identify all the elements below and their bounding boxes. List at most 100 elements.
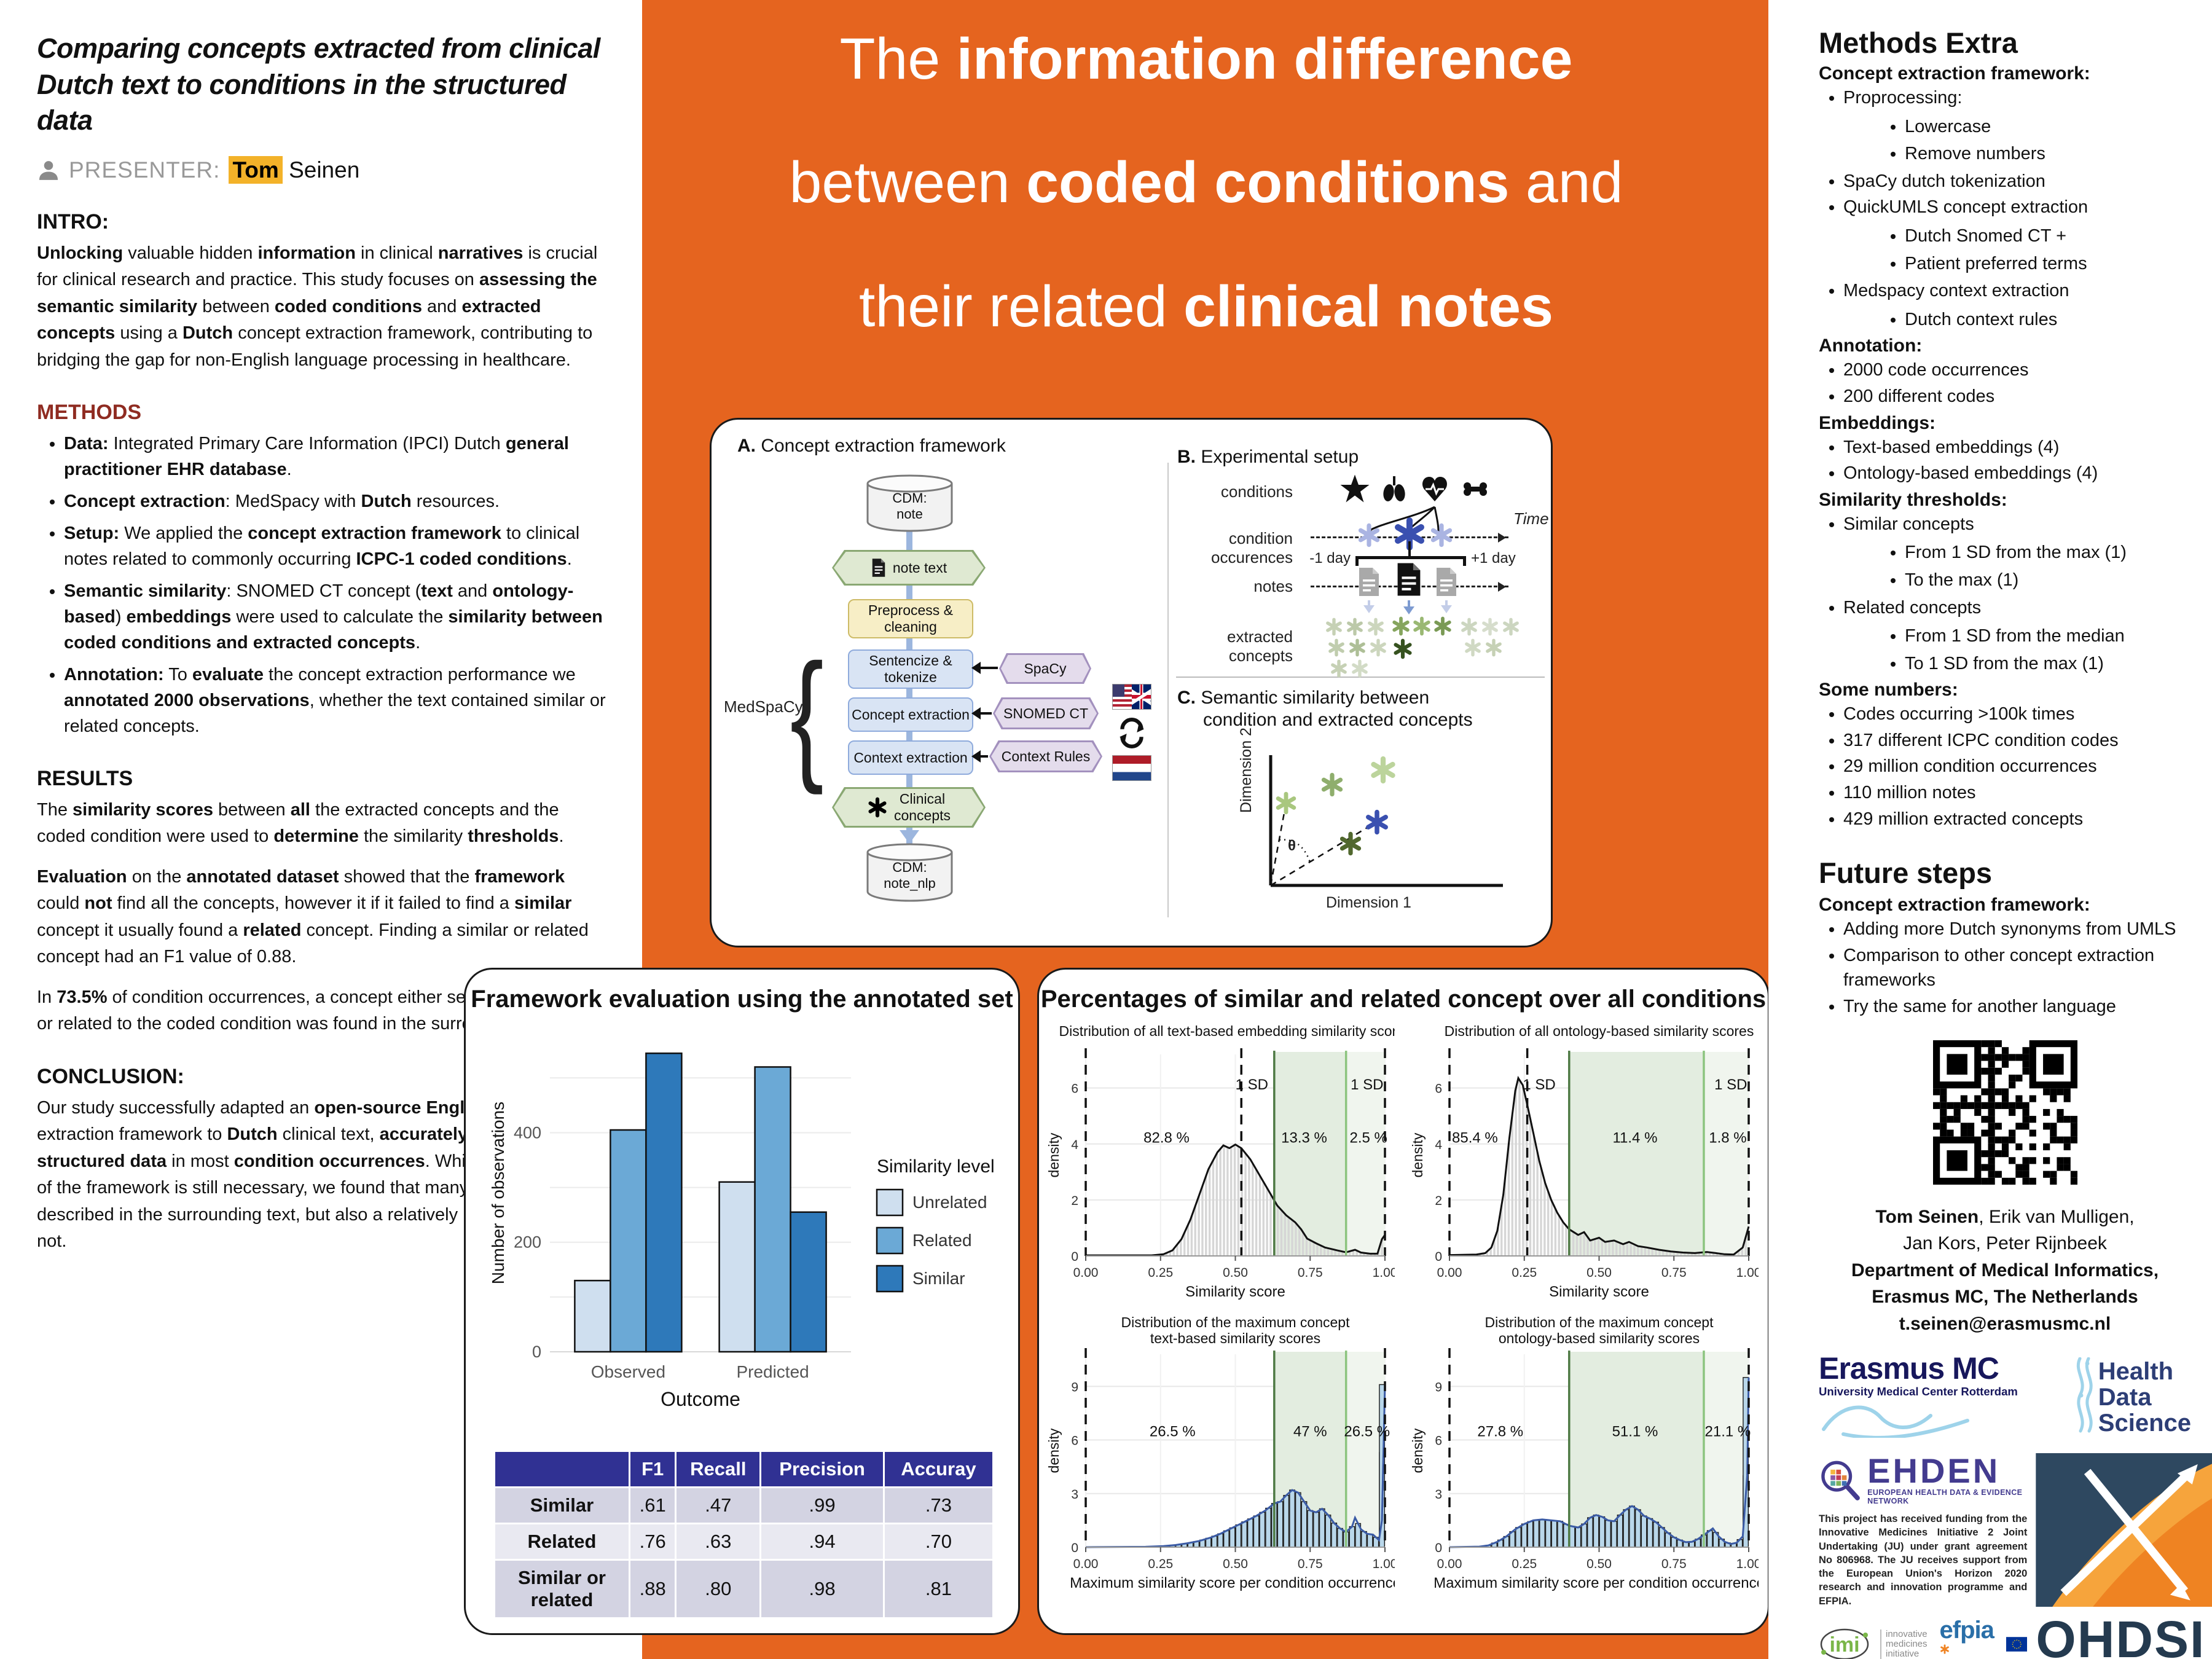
health-data-science-logo: Health Data Science (2073, 1357, 2191, 1437)
svg-text:1 SD: 1 SD (1236, 1077, 1268, 1093)
concept-asterisk (1464, 638, 1482, 657)
svg-text:Predicted: Predicted (736, 1362, 809, 1381)
figure-a-heading: A. Concept extraction framework (737, 436, 1006, 456)
erasmus-signature-icon (1822, 1405, 1969, 1440)
list-item: 200 different codes (1843, 384, 2191, 409)
svg-text:0.00: 0.00 (1437, 1266, 1462, 1280)
translate-refresh-icon (1120, 718, 1144, 748)
sub-list-item: From 1 SD from the median (1905, 624, 2191, 649)
table-row: Related .76.63.94.70 (493, 1523, 995, 1561)
sub-list-item: To the max (1) (1905, 568, 2191, 593)
ehden-logo: EHDEN EUROPEAN HEALTH DATA & EVIDENCE NE… (1819, 1453, 2027, 1506)
svg-text:11.4 %: 11.4 % (1612, 1130, 1657, 1147)
condition-lungs-icon (1379, 474, 1410, 504)
svg-text:Observed: Observed (591, 1362, 665, 1381)
svg-text:0.25: 0.25 (1512, 1557, 1537, 1571)
list-item: 2000 code occurrences (1843, 358, 2191, 383)
svg-text:0.75: 0.75 (1298, 1557, 1323, 1571)
framework-figure-panel: A. Concept extraction framework CDM: not… (710, 418, 1553, 947)
section-heading: Some numbers: (1819, 680, 1958, 700)
density-plot-text-max: Distribution of the maximum concepttext-… (1048, 1314, 1395, 1591)
sub-list-item: Lowercase (1905, 114, 2191, 139)
imi-sub: innovative medicines initiative (1880, 1630, 1928, 1659)
list-item: Data: Integrated Primary Care Informatio… (64, 431, 606, 482)
svg-text:2: 2 (1435, 1194, 1442, 1208)
table-cell: .94 (759, 1523, 885, 1561)
svg-text:Distribution of the maximum co: Distribution of the maximum concept (1485, 1314, 1714, 1330)
table-cell: .99 (759, 1486, 885, 1524)
section-list: Codes occurring >100k times317 different… (1819, 702, 2191, 831)
density-plot-ontology-max: Distribution of the maximum conceptontol… (1411, 1314, 1759, 1591)
imi-logo: imi innovative medicines initiative (1819, 1626, 1928, 1659)
time-label: Time (1513, 509, 1549, 528)
svg-text:Similarity score: Similarity score (1549, 1284, 1649, 1300)
arrow-spacy (971, 662, 998, 674)
dimension-1-label: Dimension 1 (1326, 894, 1411, 911)
svg-text:Unrelated: Unrelated (912, 1193, 987, 1212)
svg-text:0: 0 (532, 1343, 541, 1361)
svg-text:0.75: 0.75 (1661, 1266, 1687, 1280)
concept-asterisk (1502, 618, 1520, 636)
table-cell: .88 (628, 1559, 677, 1619)
svg-text:1 SD: 1 SD (1523, 1077, 1555, 1093)
table-cell: .73 (882, 1486, 995, 1524)
methods-extra-sections: Concept extraction framework:Proprocessi… (1819, 63, 2191, 831)
divider-vertical (1167, 463, 1169, 917)
svg-text:51.1 %: 51.1 % (1612, 1424, 1658, 1440)
svg-text:3: 3 (1071, 1488, 1078, 1502)
list-item: Text-based embeddings (4) (1843, 435, 2191, 460)
section-list: Adding more Dutch synonyms from UMLSComp… (1819, 917, 2191, 1019)
notes-label: notes (1253, 577, 1293, 595)
efpia-asterisk-icon (1940, 1644, 1950, 1654)
extracted-concepts-label: extracted concepts (1227, 627, 1293, 665)
funder-logos: imi innovative medicines initiative efpi… (1819, 1616, 2028, 1659)
list-item: Annotation: To evaluate the concept extr… (64, 662, 606, 739)
context-extraction-node: Context extraction (848, 740, 973, 775)
presenter-label: PRESENTER: (69, 157, 221, 182)
ohdsi-tile-icon (2036, 1453, 2212, 1607)
institution-logos: Erasmus MC University Medical Center Rot… (1819, 1353, 2191, 1441)
svg-text:0.25: 0.25 (1148, 1266, 1173, 1280)
svg-text:Number of observations: Number of observations (488, 1102, 508, 1284)
table-row-label: Similar (493, 1486, 630, 1524)
svg-text:200: 200 (514, 1233, 541, 1252)
future-steps-sections: Concept extraction framework:Adding more… (1819, 895, 2191, 1019)
svg-text:85.4 %: 85.4 % (1452, 1130, 1498, 1147)
dutch-flag-icon (1112, 755, 1151, 781)
section-heading: Concept extraction framework: (1819, 63, 2090, 84)
distributions-panel: Percentages of similar and related conce… (1037, 968, 1770, 1635)
svg-text:Maximum similarity score per c: Maximum similarity score per condition o… (1433, 1575, 1759, 1591)
preprocess-node: Preprocess & cleaning (848, 599, 973, 638)
svg-text:density: density (1411, 1132, 1426, 1177)
svg-text:0.50: 0.50 (1586, 1557, 1612, 1571)
svg-text:density: density (1048, 1428, 1062, 1473)
section-list: 2000 code occurrences200 different codes (1819, 358, 2191, 409)
svg-text:0.25: 0.25 (1512, 1266, 1537, 1280)
svg-text:density: density (1048, 1132, 1062, 1177)
arrow-snomed (971, 707, 992, 720)
presenter-first-highlight: Tom (229, 155, 283, 184)
svg-text:Related: Related (912, 1231, 972, 1250)
svg-text:0.00: 0.00 (1437, 1557, 1462, 1571)
concept-extraction-node: Concept extraction (848, 697, 973, 732)
evaluation-title: Framework evaluation using the annotated… (471, 986, 1013, 1013)
intro-heading: INTRO: (37, 210, 109, 233)
sub-list-item: Patient preferred terms (1905, 251, 2191, 276)
metrics-table: F1 Recall Precision Accuray Similar .61.47.99… (493, 1450, 995, 1619)
svg-text:0.25: 0.25 (1148, 1557, 1173, 1571)
list-item: 29 million condition occurrences (1843, 754, 2191, 779)
concept-asterisk (1460, 618, 1478, 636)
svg-text:0.75: 0.75 (1661, 1557, 1687, 1571)
cylinder-icon (866, 474, 953, 532)
ehden-sub: EUROPEAN HEALTH DATA & EVIDENCE NETWORK (1867, 1488, 2023, 1506)
svg-text:Distribution of the maximum co: Distribution of the maximum concept (1121, 1314, 1351, 1330)
eu-flag-icon (2006, 1637, 2028, 1652)
condition-heart-icon (1419, 474, 1450, 504)
sub-list-item: From 1 SD from the max (1) (1905, 540, 2191, 565)
efpia-text: efpia (1939, 1616, 1994, 1644)
svg-text:0: 0 (1435, 1541, 1442, 1555)
svg-text:0: 0 (1435, 1250, 1442, 1264)
list-item: QuickUMLS concept extractionDutch Snomed… (1843, 195, 2191, 276)
list-item: Ontology-based embeddings (4) (1843, 461, 2191, 486)
svg-text:6: 6 (1435, 1082, 1442, 1096)
